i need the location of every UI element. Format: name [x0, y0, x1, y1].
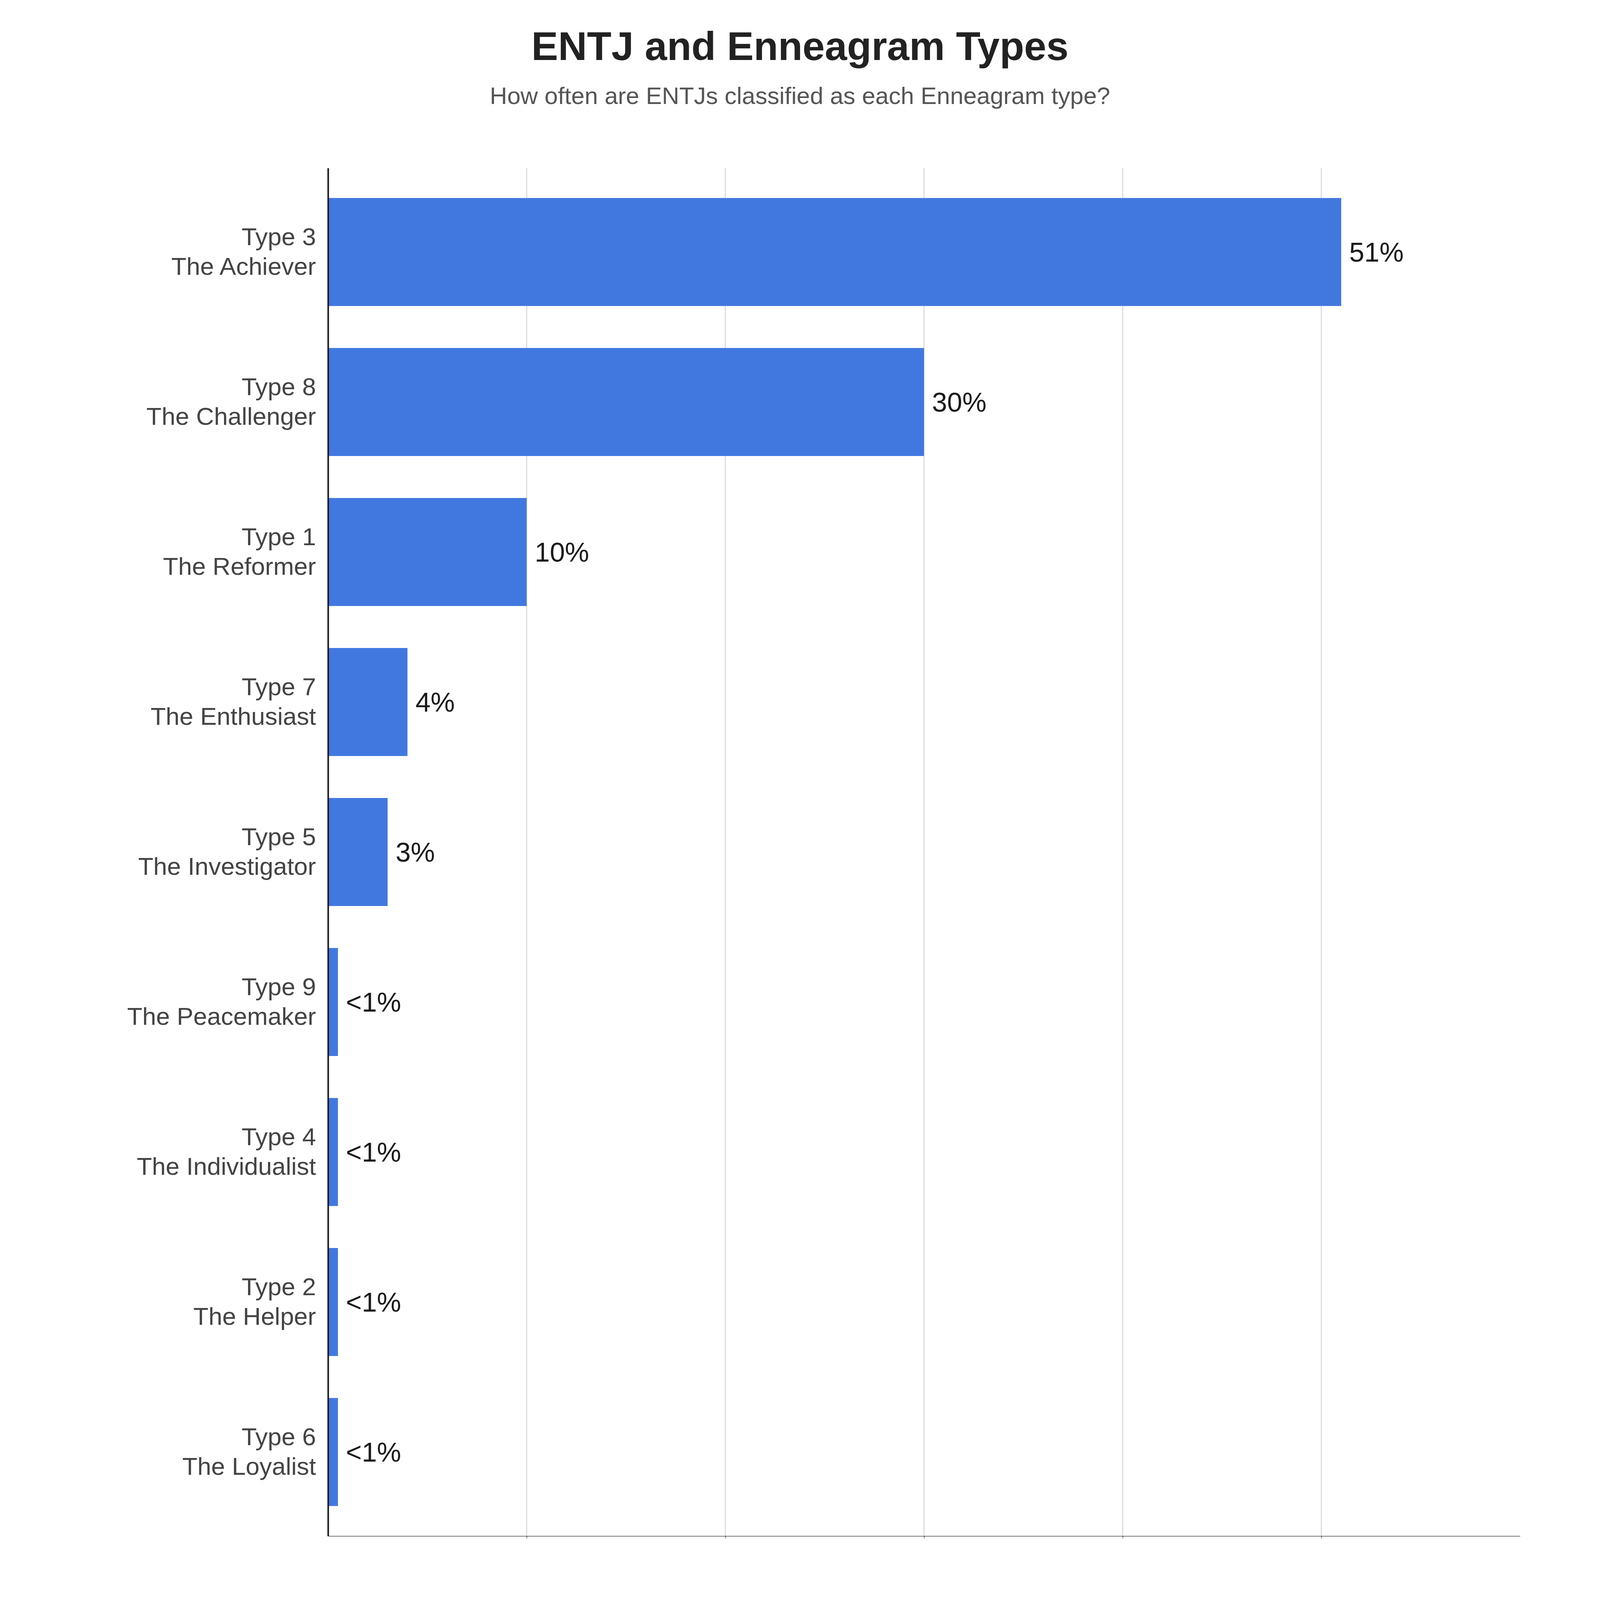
- x-tick-mark: [526, 1536, 528, 1539]
- x-tick: [1122, 1536, 1124, 1539]
- y-tick-label-line: The Peacemaker: [127, 1002, 316, 1030]
- y-tick: Type 2The Helper: [193, 1272, 328, 1330]
- y-tick: Type 4The Individualist: [136, 1122, 328, 1180]
- y-tick-label: Type 7The Enthusiast: [150, 672, 316, 730]
- y-tick-label-line: Type 7: [241, 672, 316, 701]
- y-tick-label-line: Type 9: [241, 972, 316, 1001]
- y-tick-label: Type 2The Helper: [193, 1272, 316, 1330]
- y-tick-label-line: The Enthusiast: [150, 702, 316, 730]
- x-tick-mark: [924, 1536, 925, 1539]
- y-tick-label-line: Type 8: [241, 372, 316, 401]
- y-tick: Type 8The Challenger: [146, 372, 328, 430]
- y-tick-label: Type 8The Challenger: [146, 372, 316, 430]
- y-tick-label-line: Type 1: [241, 522, 316, 551]
- bar: [328, 348, 924, 456]
- plot: Type 3The AchieverType 8The ChallengerTy…: [127, 168, 1521, 1539]
- x-tick-mark: [1122, 1536, 1124, 1539]
- bar: [328, 648, 408, 756]
- y-tick-label-line: The Investigator: [138, 852, 316, 880]
- y-axis-line: [327, 168, 330, 1537]
- bar: [328, 1398, 338, 1506]
- y-tick-label-line: The Reformer: [163, 552, 316, 580]
- y-tick: Type 9The Peacemaker: [127, 972, 328, 1030]
- data-label: 3%: [395, 836, 435, 868]
- data-labels: 51% 30% 10% 4% 3% <1% <1% <1% <1%: [346, 236, 1404, 1468]
- x-tick: [725, 1536, 726, 1539]
- y-tick-label-line: The Challenger: [146, 402, 316, 430]
- y-tick: Type 1The Reformer: [163, 522, 328, 580]
- data-label: <1%: [346, 1436, 402, 1468]
- y-tick-label-line: Type 4: [241, 1122, 316, 1151]
- y-tick-label-line: Type 3: [241, 222, 316, 251]
- subtitle: How often are ENTJs classified as each E…: [490, 82, 1111, 110]
- x-tick: [1321, 1536, 1322, 1539]
- y-tick-label: Type 4The Individualist: [136, 1122, 316, 1180]
- y-tick: Type 7The Enthusiast: [150, 672, 328, 730]
- bar: [328, 1098, 338, 1206]
- data-label: <1%: [346, 1136, 402, 1168]
- data-label: 30%: [932, 386, 987, 418]
- bar: [328, 198, 1342, 306]
- bars: [328, 198, 1342, 1506]
- background: [0, 0, 1600, 1600]
- grid-line: [1320, 168, 1322, 1536]
- y-tick-label-line: The Individualist: [136, 1152, 316, 1180]
- chart: ENTJ and Enneagram Types How often are EN…: [0, 0, 1600, 1600]
- data-label: 51%: [1349, 236, 1404, 268]
- bar: [328, 948, 338, 1056]
- y-tick: Type 3The Achiever: [171, 222, 328, 280]
- y-tick-label-line: The Achiever: [171, 252, 316, 280]
- data-label: 10%: [534, 536, 590, 568]
- x-axis: [328, 1536, 1521, 1539]
- y-tick: Type 5The Investigator: [138, 822, 328, 880]
- x-tick: [526, 1536, 528, 1539]
- x-tick-mark: [1321, 1536, 1322, 1539]
- y-tick-label-line: Type 2: [241, 1272, 316, 1301]
- y-tick-label-line: The Loyalist: [182, 1452, 316, 1480]
- bar: [328, 798, 388, 906]
- y-tick-label-line: Type 6: [241, 1422, 316, 1451]
- grid-line: [1122, 168, 1124, 1536]
- y-tick: Type 6The Loyalist: [182, 1422, 328, 1480]
- data-label: 4%: [415, 686, 455, 718]
- bar: [328, 1248, 338, 1356]
- y-tick-label: Type 5The Investigator: [138, 822, 316, 880]
- bar: [328, 498, 527, 606]
- y-axis: Type 3The AchieverType 8The ChallengerTy…: [127, 168, 329, 1537]
- title: ENTJ and Enneagram Types: [531, 23, 1069, 69]
- y-tick-label: Type 9The Peacemaker: [127, 972, 316, 1030]
- data-label: <1%: [346, 1286, 402, 1318]
- data-label: <1%: [346, 986, 402, 1018]
- x-tick-mark: [725, 1536, 726, 1539]
- y-tick-label: Type 6The Loyalist: [182, 1422, 316, 1480]
- y-tick-label-line: The Helper: [193, 1302, 316, 1330]
- y-tick-label: Type 3The Achiever: [171, 222, 316, 280]
- y-tick-label-line: Type 5: [241, 822, 316, 851]
- y-tick-label: Type 1The Reformer: [163, 522, 316, 580]
- x-tick: [924, 1536, 925, 1539]
